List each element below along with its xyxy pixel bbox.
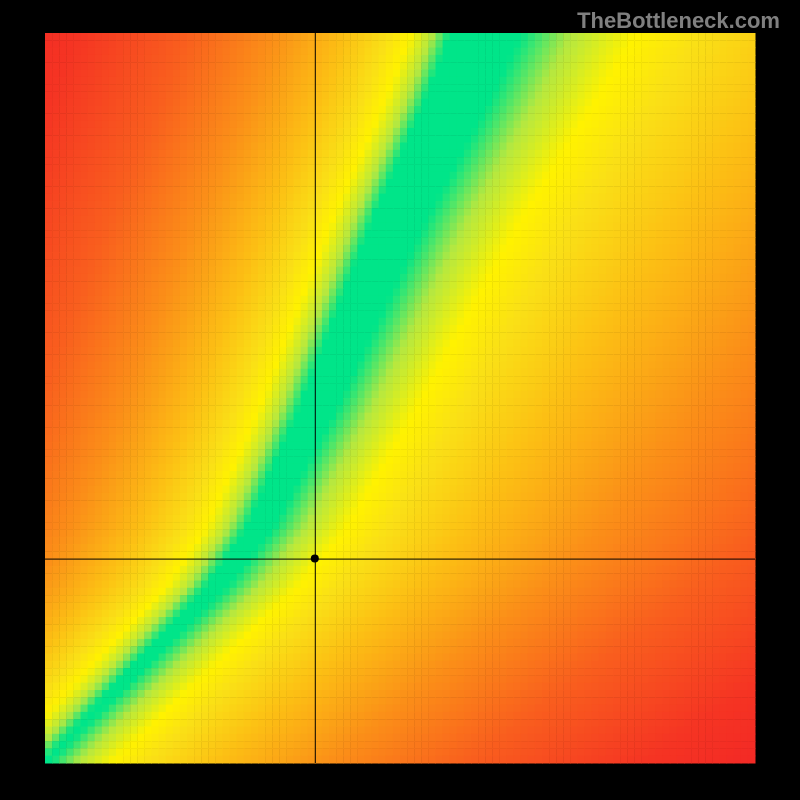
- watermark-text: TheBottleneck.com: [577, 8, 780, 34]
- heatmap-canvas: [0, 0, 800, 800]
- chart-container: TheBottleneck.com: [0, 0, 800, 800]
